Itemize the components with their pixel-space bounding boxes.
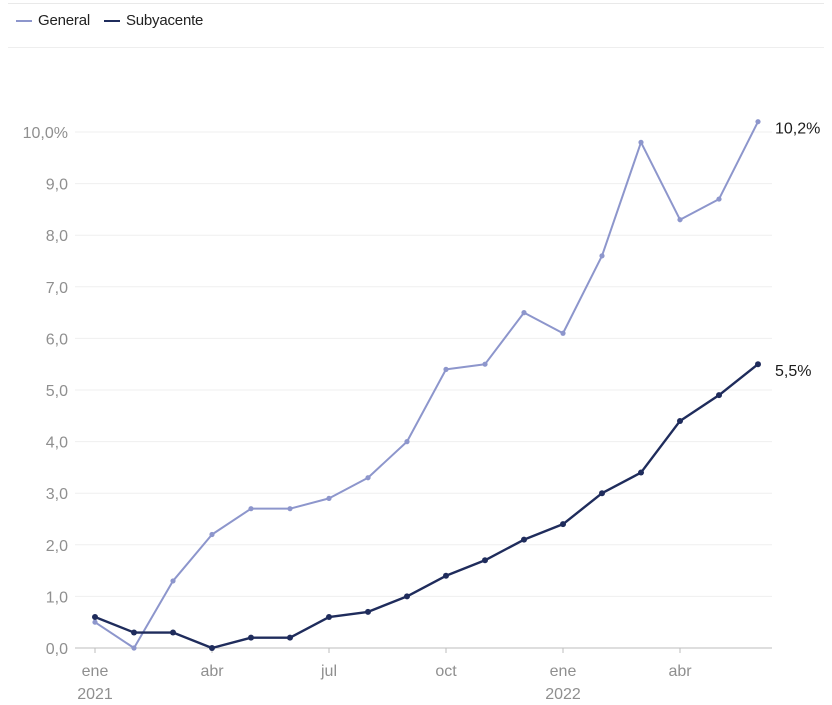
- legend-label-general: General: [38, 12, 90, 29]
- x-tick-label: abr: [668, 663, 692, 680]
- data-point-general: [521, 310, 527, 316]
- data-point-subyacente: [365, 608, 371, 615]
- legend-item-subyacente[interactable]: Subyacente: [103, 12, 204, 29]
- data-point-general: [92, 619, 98, 625]
- y-tick-label: 10,0%: [23, 125, 68, 142]
- data-point-subyacente: [326, 614, 332, 621]
- data-point-general: [131, 645, 137, 651]
- data-point-general: [677, 217, 683, 223]
- data-point-subyacente: [131, 629, 137, 636]
- data-point-general: [170, 578, 176, 584]
- data-point-subyacente: [716, 392, 722, 399]
- data-point-subyacente: [755, 361, 761, 368]
- legend-divider: [8, 47, 824, 48]
- end-label-general: 10,2%: [775, 121, 820, 138]
- x-tick-label: jul: [320, 663, 337, 680]
- x-axis-ticks: ene 2021 abr jul oct ene 2022 abr: [77, 648, 692, 703]
- data-point-subyacente: [482, 557, 488, 564]
- legend-label-subyacente: Subyacente: [125, 12, 204, 29]
- end-label-subyacente: 5,5%: [775, 363, 811, 380]
- data-point-general: [599, 253, 605, 259]
- top-divider: [8, 3, 824, 4]
- x-tick-label: ene: [550, 663, 577, 680]
- data-point-subyacente: [92, 614, 98, 621]
- y-tick-label: 9,0: [46, 177, 68, 194]
- data-point-general: [365, 475, 371, 481]
- legend-item-general[interactable]: General: [16, 12, 90, 29]
- x-tick-label: oct: [435, 663, 457, 680]
- data-point-general: [287, 506, 293, 512]
- y-tick-label: 6,0: [46, 331, 68, 348]
- series-line-general: [94, 121, 759, 649]
- y-axis-ticks: 0,0 1,0 2,0 3,0 4,0 5,0 6,0 7,0 8,0 9,0 10,0%: [23, 125, 68, 658]
- end-labels: 10,2% 5,5%: [775, 121, 820, 381]
- data-point-subyacente: [209, 645, 215, 651]
- y-tick-label: 4,0: [46, 435, 68, 452]
- y-tick-label: 3,0: [46, 486, 68, 503]
- y-tick-label: 0,0: [46, 641, 68, 658]
- y-tick-label: 7,0: [46, 280, 68, 297]
- data-point-subyacente: [248, 634, 254, 641]
- data-point-general: [443, 366, 449, 372]
- data-point-subyacente: [521, 536, 527, 543]
- series-line-subyacente: [94, 363, 759, 650]
- data-point-general: [404, 439, 410, 445]
- series-lines: [92, 119, 761, 651]
- legend: General Subyacente: [16, 12, 217, 29]
- gridlines: [75, 131, 772, 649]
- y-tick-label: 2,0: [46, 538, 68, 555]
- data-point-subyacente: [404, 593, 410, 600]
- data-point-general: [638, 139, 644, 145]
- data-point-subyacente: [170, 629, 176, 636]
- data-point-subyacente: [638, 469, 644, 476]
- y-tick-label: 1,0: [46, 589, 68, 606]
- data-point-general: [482, 361, 488, 367]
- data-point-subyacente: [287, 634, 293, 641]
- data-point-subyacente: [599, 490, 605, 497]
- data-point-general: [755, 119, 761, 125]
- x-tick-label: abr: [200, 663, 224, 680]
- data-point-subyacente: [560, 521, 566, 528]
- x-tick-year-label: 2021: [77, 686, 113, 703]
- y-tick-label: 5,0: [46, 383, 68, 400]
- y-tick-label: 8,0: [46, 228, 68, 245]
- data-point-general: [326, 495, 332, 501]
- data-point-subyacente: [443, 572, 449, 579]
- data-point-general: [209, 531, 215, 538]
- data-point-general: [560, 330, 566, 336]
- data-point-general: [248, 506, 254, 512]
- legend-swatch-subyacente: [103, 19, 120, 22]
- x-tick-year-label: 2022: [545, 686, 581, 703]
- legend-swatch-general: [16, 19, 32, 22]
- data-point-general: [716, 196, 722, 202]
- x-tick-label: ene: [82, 663, 109, 680]
- data-point-subyacente: [677, 417, 683, 424]
